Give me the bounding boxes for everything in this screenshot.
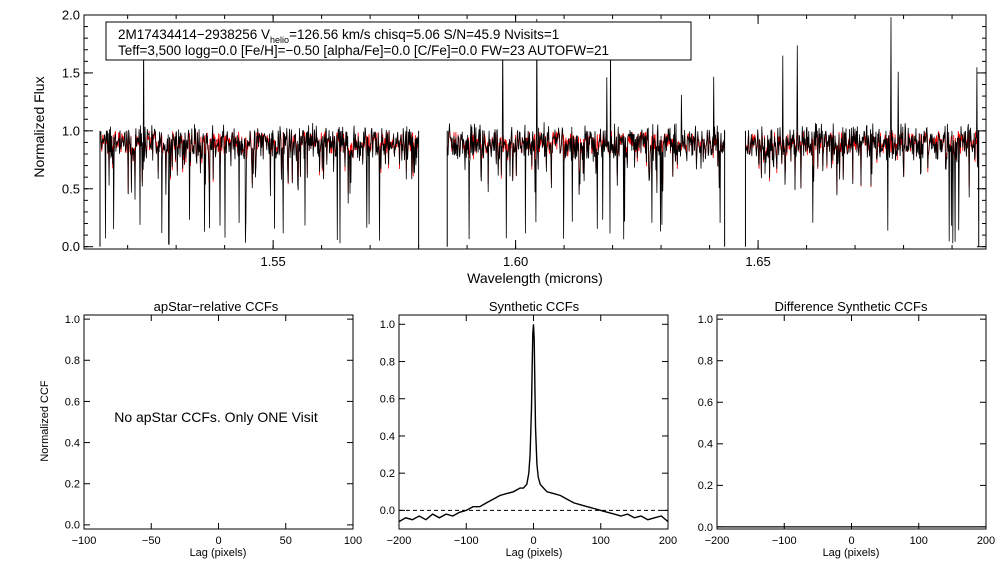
spectrum-axis-ticks: 1.55 1.60 1.65 0.0 0.5 1.0 1.5 2.0	[62, 8, 986, 269]
x-tick-label: −100	[72, 535, 97, 547]
x-tick-label: 0	[215, 535, 221, 547]
synthetic-ccf-axis-ticks: −200 −100 0 100 200 0.0 0.2 0.4 0.6 0.8 1.0	[380, 315, 677, 547]
difference-ccf-plot-frame	[716, 314, 987, 530]
vhelio-symbol: V	[261, 27, 270, 42]
difference-ccf-axis-ticks: −200 −100 0 100 200 0.0 0.2 0.4 0.6 0.8 1.0	[698, 314, 995, 547]
x-tick-label: 1.65	[745, 254, 770, 269]
spectrum-info-line-2: Teff=3,500 logg=0.0 [Fe/H]=−0.50 [alpha/…	[118, 43, 609, 58]
spectrum-info-box	[105, 21, 692, 61]
vhelio-subscript: helio	[270, 35, 289, 45]
synthetic-ccf-plot-frame	[398, 314, 669, 530]
y-tick-label: 1.0	[698, 314, 713, 326]
difference-ccf-title: Difference Synthetic CCFs	[775, 299, 928, 314]
x-tick-label: −200	[387, 535, 412, 547]
y-tick-label: 0.6	[380, 394, 395, 406]
observed-spectrum-chip-1	[99, 27, 419, 245]
y-tick-label: 0.2	[698, 480, 713, 492]
spectrum-info-stats: =126.56 km/s chisq=5.06 S/N=45.9 Nvisits…	[289, 27, 559, 42]
x-tick-label: 200	[977, 535, 995, 547]
apstar-ccf-panel: apStar−relative CCFs −100 −50 0 50 100 0.0 0.2…	[39, 299, 362, 559]
x-tick-label: 1.60	[503, 254, 528, 269]
synthetic-ccf-panel: Synthetic CCFs −200 −100 0 100 200 0.0 0.2 0.4 0…	[380, 299, 677, 559]
y-tick-label: 0.0	[65, 520, 80, 532]
x-tick-label: 100	[344, 535, 362, 547]
y-tick-label: 0.0	[698, 522, 713, 534]
observed-spectrum-chip-3	[745, 17, 980, 244]
y-tick-label: 0.4	[380, 431, 395, 443]
apstar-ccf-y-axis-label: Normalized CCF	[39, 380, 51, 462]
y-tick-label: 0.2	[65, 479, 80, 491]
difference-ccf-x-axis-label: Lag (pixels)	[823, 547, 880, 559]
y-tick-label: 0.0	[380, 505, 395, 517]
spectrum-x-axis-label: Wavelength (microns)	[467, 270, 603, 286]
observed-spectrum-chip-2	[446, 18, 725, 240]
apstar-ccf-title: apStar−relative CCFs	[154, 299, 279, 314]
y-tick-label: 0.0	[62, 239, 80, 254]
y-tick-label: 0.6	[65, 396, 80, 408]
star-id: 2M17434414−2938256	[118, 27, 257, 42]
x-tick-label: −50	[142, 535, 161, 547]
x-tick-label: −100	[454, 535, 479, 547]
x-tick-label: 1.55	[260, 254, 285, 269]
y-tick-label: 0.8	[698, 356, 713, 368]
apstar-ccf-axis-ticks: −100 −50 0 50 100 0.0 0.2 0.4 0.6 0.8 1.0	[65, 314, 362, 547]
y-tick-label: 0.2	[380, 468, 395, 480]
x-tick-label: 100	[910, 535, 928, 547]
x-tick-label: −200	[705, 535, 730, 547]
apstar-ccf-annotation: No apStar CCFs. Only ONE Visit	[114, 409, 318, 425]
synthetic-ccf-title: Synthetic CCFs	[489, 299, 580, 314]
y-tick-label: 2.0	[62, 8, 80, 23]
y-tick-label: 0.4	[698, 439, 713, 451]
spectrum-info-line-1: 2M17434414−2938256 Vhelio=126.56 km/s ch…	[118, 27, 559, 45]
x-tick-label: 200	[659, 535, 677, 547]
y-tick-label: 0.8	[65, 355, 80, 367]
x-tick-label: 0	[848, 535, 854, 547]
y-tick-label: 1.0	[380, 319, 395, 331]
x-tick-label: 0	[530, 535, 536, 547]
x-tick-label: 50	[280, 535, 292, 547]
spectrum-plot-frame	[83, 14, 987, 250]
y-tick-label: 0.5	[62, 181, 80, 196]
y-tick-label: 0.6	[698, 397, 713, 409]
y-tick-label: 1.5	[62, 65, 80, 80]
x-tick-label: 100	[592, 535, 610, 547]
synthetic-ccf-curve	[398, 324, 669, 523]
x-tick-label: −100	[772, 535, 797, 547]
y-tick-label: 0.4	[65, 437, 80, 449]
y-tick-label: 1.0	[62, 123, 80, 138]
spectrum-panel: 1.55 1.60 1.65 0.0 0.5 1.0 1.5 2.0 Wavelength (…	[31, 8, 987, 286]
apstar-ccf-x-axis-label: Lag (pixels)	[190, 547, 247, 559]
y-tick-label: 0.8	[380, 356, 395, 368]
y-tick-label: 1.0	[65, 314, 80, 326]
spectrum-y-axis-label: Normalized Flux	[31, 76, 47, 177]
synthetic-ccf-x-axis-label: Lag (pixels)	[506, 547, 563, 559]
difference-ccf-panel: Difference Synthetic CCFs −200 −100 0 100 20…	[698, 299, 995, 559]
